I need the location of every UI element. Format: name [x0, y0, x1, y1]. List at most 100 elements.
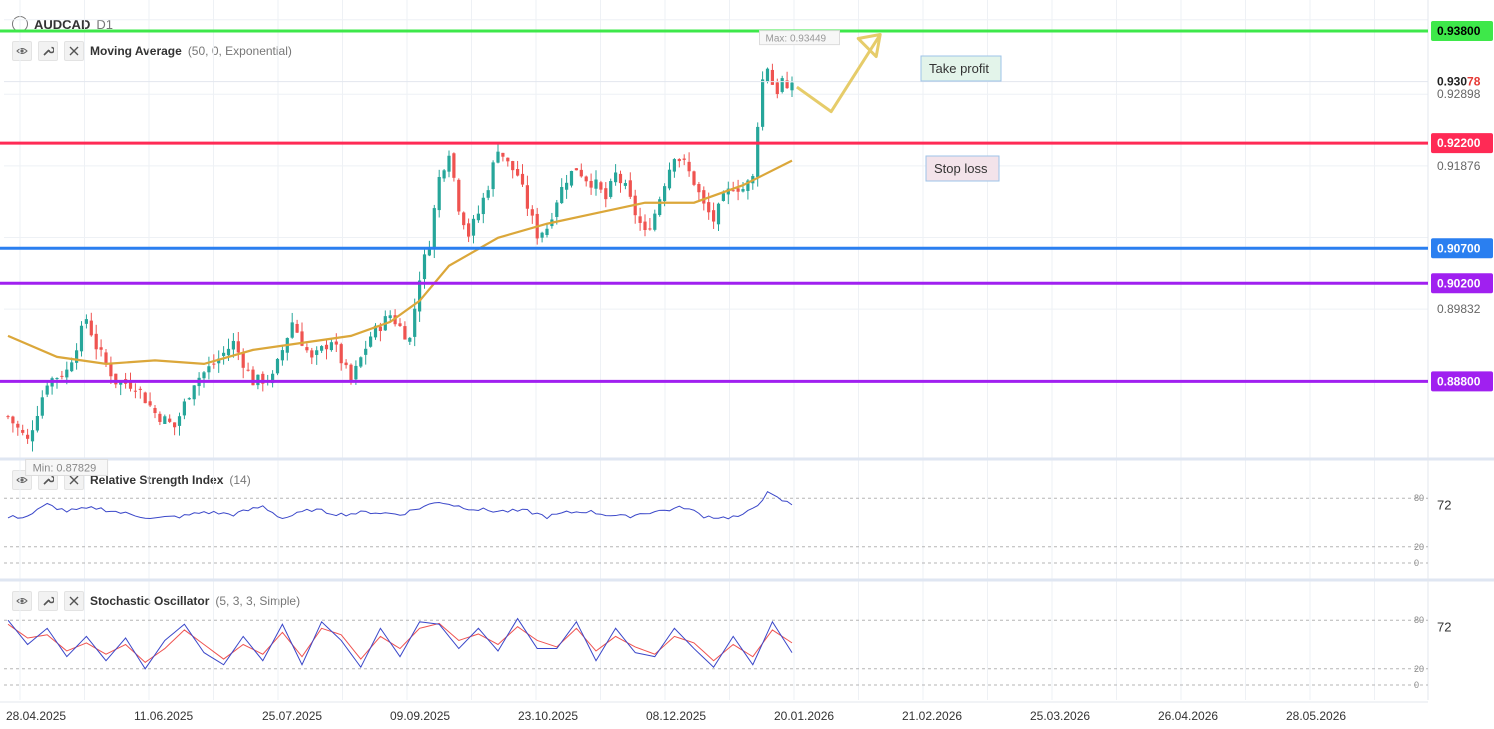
candle-body	[584, 176, 588, 182]
candle-body	[398, 323, 402, 327]
candle-body	[540, 232, 544, 238]
candle-body	[305, 347, 309, 351]
candle-body	[520, 173, 525, 185]
candle-body	[623, 183, 627, 186]
candle-body	[6, 416, 10, 418]
candle-body	[413, 308, 417, 337]
max-annotation-label: Max: 0.93449	[766, 34, 827, 45]
candle-body	[697, 184, 701, 193]
candle-body	[677, 159, 681, 162]
candle-body	[442, 170, 446, 179]
candle-body	[545, 228, 549, 235]
x-tick-label: 21.02.2026	[902, 709, 962, 723]
rsi-indicator-params: (14)	[229, 473, 251, 487]
candle-body	[236, 341, 240, 353]
grid-lines	[4, 0, 1428, 700]
candle-body	[496, 151, 500, 163]
candle-body	[393, 315, 397, 325]
candle-body	[104, 352, 108, 364]
candle-body	[712, 210, 716, 222]
candle-body	[65, 369, 69, 378]
candle-body	[275, 358, 280, 374]
candle-body	[638, 216, 642, 223]
current-price-label: 0.93078	[1437, 75, 1481, 89]
candle-body	[11, 416, 15, 424]
candle-body	[359, 357, 363, 367]
candle-body	[432, 208, 436, 249]
take-profit-price-tag	[1431, 21, 1493, 42]
candle-body	[565, 182, 569, 190]
candle-body	[373, 325, 378, 338]
max-annotation-box	[759, 30, 840, 46]
candle-body	[481, 197, 485, 215]
candle-body	[731, 190, 735, 192]
stop-loss-label: Stop loss	[934, 161, 988, 176]
candle-body	[70, 362, 74, 372]
candle-body	[702, 190, 706, 204]
candle-body	[226, 348, 231, 356]
wrench-icon[interactable]	[38, 591, 58, 611]
candle-body	[158, 413, 162, 422]
x-tick-label: 25.07.2025	[262, 709, 322, 723]
candle-body	[486, 190, 490, 198]
candle-body	[452, 153, 456, 178]
candle-body	[770, 69, 774, 85]
candle-body	[271, 373, 275, 384]
candle-body	[128, 382, 133, 389]
x-tick-label: 26.04.2026	[1158, 709, 1218, 723]
candle-body	[246, 369, 250, 371]
x-tick-label: 23.10.2025	[518, 709, 578, 723]
support-2-price-tag	[1431, 273, 1493, 294]
candle-body	[114, 373, 118, 385]
candle-body	[653, 213, 657, 230]
candle-body	[339, 344, 343, 364]
close-icon[interactable]	[64, 591, 84, 611]
candle-body	[672, 159, 676, 172]
candle-body	[26, 434, 30, 439]
rsi-level-0-label: 0	[1414, 558, 1419, 568]
candle-body	[609, 181, 613, 197]
candle-body	[569, 170, 574, 186]
candle-body	[369, 336, 373, 347]
candle-body	[560, 187, 564, 204]
stochastic-k-line	[7, 617, 793, 670]
candle-body	[574, 168, 578, 171]
support-3-price-label: 0.88800	[1437, 374, 1481, 388]
eye-icon[interactable]	[12, 41, 32, 61]
candle-body	[418, 280, 422, 312]
candle-body	[790, 82, 794, 91]
rsi-line	[7, 490, 793, 520]
candle-body	[89, 320, 93, 336]
candle-body	[300, 331, 304, 346]
y-tick-label: 0.89832	[1437, 302, 1481, 316]
candle-body	[721, 193, 725, 201]
candle-body	[618, 173, 623, 184]
candle-body	[344, 362, 348, 366]
candle-body	[682, 158, 686, 160]
candle-body	[324, 344, 329, 350]
candle-body	[320, 346, 324, 351]
close-icon[interactable]	[64, 41, 84, 61]
rsi-indicator-name: Relative Strength Index	[90, 473, 224, 487]
candle-body	[467, 223, 471, 237]
candle-body	[643, 221, 647, 231]
candle-body	[163, 416, 167, 424]
candle-body	[427, 247, 431, 256]
candle-body	[555, 202, 559, 217]
support-1-price-tag	[1431, 238, 1493, 259]
candle-body	[516, 169, 520, 176]
candle-body	[388, 315, 392, 319]
candle-body	[462, 212, 466, 226]
candle-body	[329, 342, 333, 351]
candle-body	[143, 392, 147, 404]
support-1-price-label: 0.90700	[1437, 241, 1481, 255]
candle-body	[349, 364, 353, 381]
wrench-icon[interactable]	[38, 41, 58, 61]
take-profit-price-label: 0.93800	[1437, 24, 1481, 38]
candle-body	[658, 199, 662, 216]
y-tick-label: 0.92898	[1437, 87, 1481, 101]
candle-body	[109, 363, 113, 377]
candle-body	[687, 161, 691, 172]
candle-body	[182, 401, 186, 416]
